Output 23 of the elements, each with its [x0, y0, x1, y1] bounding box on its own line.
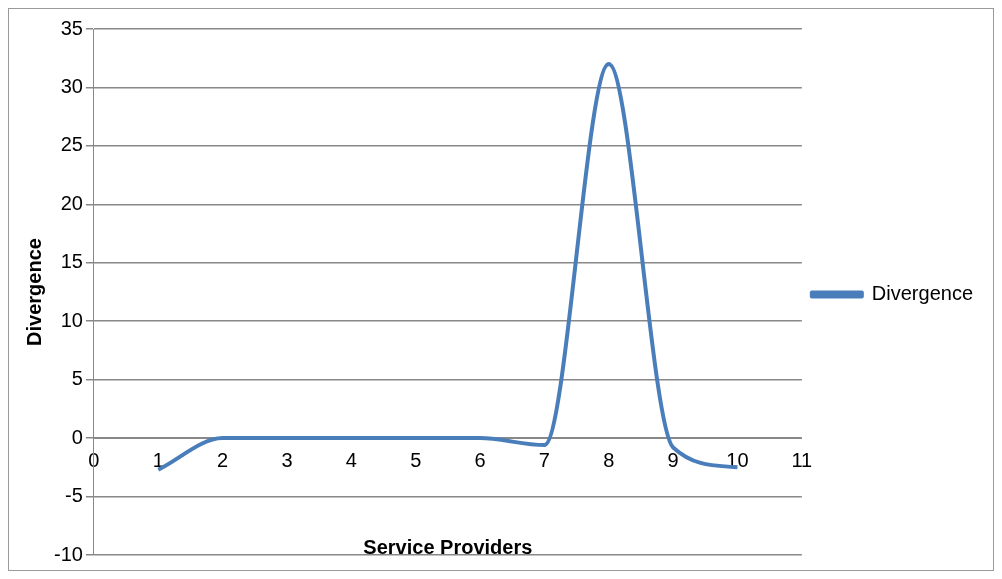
y-tick-label: -5: [65, 484, 83, 507]
x-tick-label: 2: [217, 448, 229, 471]
legend-label: Divergence: [871, 282, 974, 305]
x-tick-label: 5: [410, 448, 422, 471]
y-axis-title: Divergence: [22, 238, 45, 346]
y-tick-label: 35: [60, 16, 83, 39]
x-tick-label: 9: [667, 448, 679, 471]
x-tick-label: 3: [281, 448, 293, 471]
x-tick-label: 7: [538, 448, 550, 471]
x-tick-label: 4: [345, 448, 357, 471]
y-tick-label: 10: [60, 308, 83, 331]
y-tick-label: -10: [54, 542, 83, 565]
y-tick-label: 20: [60, 191, 83, 214]
x-tick-label: 1: [152, 448, 164, 471]
y-tick-label: 0: [71, 425, 83, 448]
x-tick-label: 6: [474, 448, 486, 471]
y-tick-label: 30: [60, 74, 83, 97]
y-tick-label: 25: [60, 133, 83, 156]
x-tick-label: 8: [603, 448, 615, 471]
y-tick-label: 5: [71, 367, 83, 390]
x-tick-label: 11: [791, 448, 813, 471]
x-axis-title: Service Providers: [363, 535, 533, 558]
y-tick-label: 15: [60, 250, 83, 273]
